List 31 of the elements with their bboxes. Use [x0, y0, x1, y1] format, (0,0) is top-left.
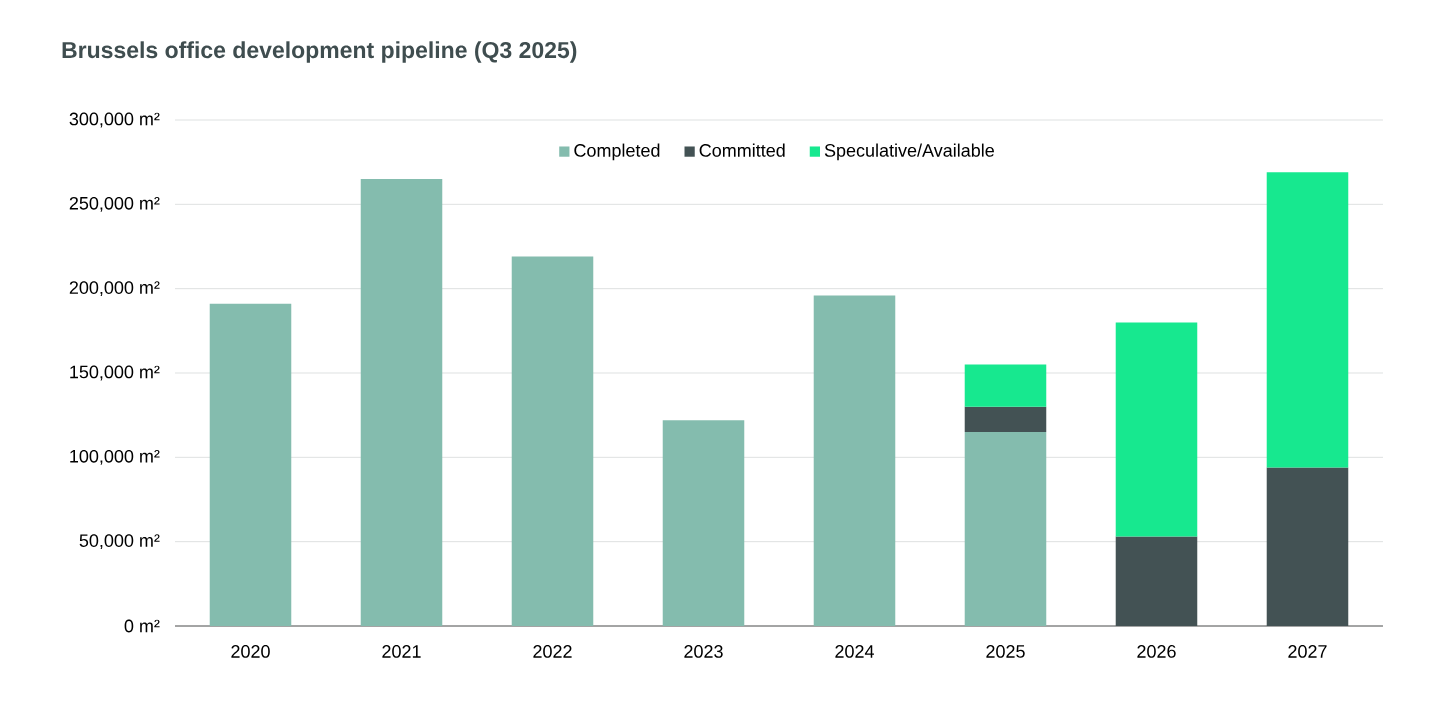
bar [1266, 467, 1349, 626]
bar [209, 303, 292, 626]
y-tick-label: 50,000 m² [79, 534, 160, 550]
x-tick-label: 2020 [231, 645, 270, 658]
x-tick-label: 2025 [986, 645, 1025, 658]
y-tick-label: 200,000 m² [69, 281, 160, 297]
chart-title: Brussels office development pipeline (Q3 2025) [62, 41, 577, 63]
y-tick-label: 150,000 m² [70, 365, 160, 381]
bar [1115, 536, 1198, 626]
bar [1115, 322, 1198, 537]
bar [964, 432, 1047, 626]
x-tick-label: 2026 [1137, 645, 1176, 658]
y-tick-label: 300,000 m² [69, 112, 160, 128]
bar [964, 406, 1047, 433]
x-tick-label: 2021 [382, 645, 421, 658]
x-tick-label: 2024 [835, 645, 874, 658]
bar [813, 295, 896, 626]
y-tick-label: 0 m² [124, 619, 160, 633]
bar [662, 420, 745, 626]
x-tick-label: 2027 [1288, 645, 1327, 658]
bar [964, 364, 1047, 407]
bar [511, 256, 594, 626]
y-tick-label: 100,000 m² [70, 449, 160, 465]
bar [1266, 172, 1349, 468]
legend-label: Speculative/Available [824, 143, 994, 161]
x-tick-label: 2023 [684, 645, 723, 658]
x-tick-label: 2022 [533, 645, 572, 658]
legend-label: Committed [699, 143, 785, 157]
bar [360, 179, 443, 626]
legend-label: Completed [574, 143, 660, 161]
y-tick-label: 250,000 m² [69, 196, 160, 212]
